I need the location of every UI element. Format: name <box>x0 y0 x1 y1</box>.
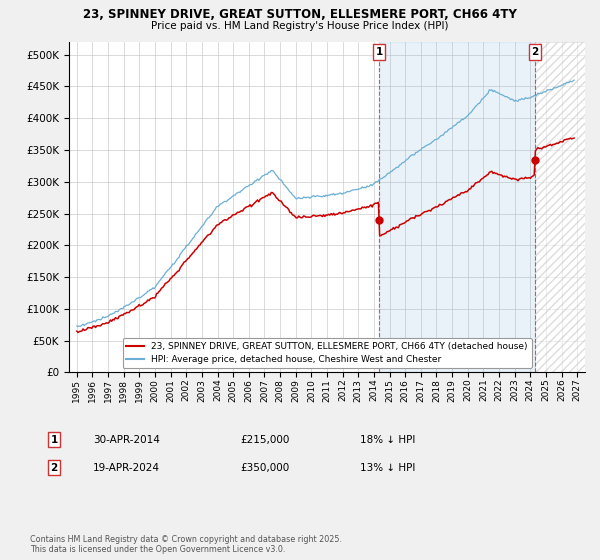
Text: Contains HM Land Registry data © Crown copyright and database right 2025.
This d: Contains HM Land Registry data © Crown c… <box>30 535 342 554</box>
Text: 30-APR-2014: 30-APR-2014 <box>93 435 160 445</box>
Legend: 23, SPINNEY DRIVE, GREAT SUTTON, ELLESMERE PORT, CH66 4TY (detached house), HPI:: 23, SPINNEY DRIVE, GREAT SUTTON, ELLESME… <box>122 338 532 368</box>
Text: Price paid vs. HM Land Registry's House Price Index (HPI): Price paid vs. HM Land Registry's House … <box>151 21 449 31</box>
Text: 19-APR-2024: 19-APR-2024 <box>93 463 160 473</box>
Text: 1: 1 <box>376 47 383 57</box>
Text: 2: 2 <box>50 463 58 473</box>
Text: 23, SPINNEY DRIVE, GREAT SUTTON, ELLESMERE PORT, CH66 4TY: 23, SPINNEY DRIVE, GREAT SUTTON, ELLESME… <box>83 8 517 21</box>
Text: 13% ↓ HPI: 13% ↓ HPI <box>360 463 415 473</box>
Text: £215,000: £215,000 <box>240 435 289 445</box>
Bar <box>379 42 535 372</box>
Text: 18% ↓ HPI: 18% ↓ HPI <box>360 435 415 445</box>
Text: 1: 1 <box>50 435 58 445</box>
Bar <box>535 42 585 372</box>
Text: 2: 2 <box>532 47 539 57</box>
Text: £350,000: £350,000 <box>240 463 289 473</box>
